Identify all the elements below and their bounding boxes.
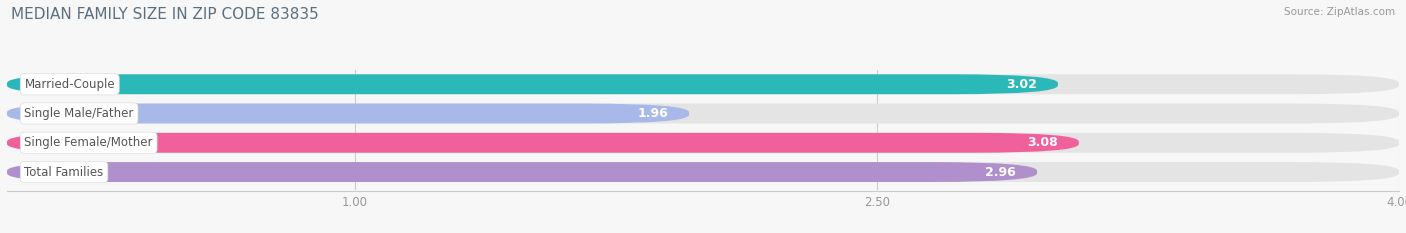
- Text: Married-Couple: Married-Couple: [24, 78, 115, 91]
- Text: MEDIAN FAMILY SIZE IN ZIP CODE 83835: MEDIAN FAMILY SIZE IN ZIP CODE 83835: [11, 7, 319, 22]
- FancyBboxPatch shape: [7, 133, 1399, 153]
- FancyBboxPatch shape: [7, 133, 1078, 153]
- Text: Total Families: Total Families: [24, 165, 104, 178]
- Text: Single Male/Father: Single Male/Father: [24, 107, 134, 120]
- FancyBboxPatch shape: [7, 104, 689, 123]
- Text: 3.02: 3.02: [1007, 78, 1038, 91]
- Text: 1.96: 1.96: [637, 107, 668, 120]
- FancyBboxPatch shape: [7, 162, 1399, 182]
- Text: 3.08: 3.08: [1028, 136, 1057, 149]
- Text: 2.96: 2.96: [986, 165, 1017, 178]
- Text: Single Female/Mother: Single Female/Mother: [24, 136, 153, 149]
- FancyBboxPatch shape: [7, 74, 1399, 94]
- FancyBboxPatch shape: [7, 162, 1038, 182]
- FancyBboxPatch shape: [7, 74, 1057, 94]
- Text: Source: ZipAtlas.com: Source: ZipAtlas.com: [1284, 7, 1395, 17]
- FancyBboxPatch shape: [7, 104, 1399, 123]
